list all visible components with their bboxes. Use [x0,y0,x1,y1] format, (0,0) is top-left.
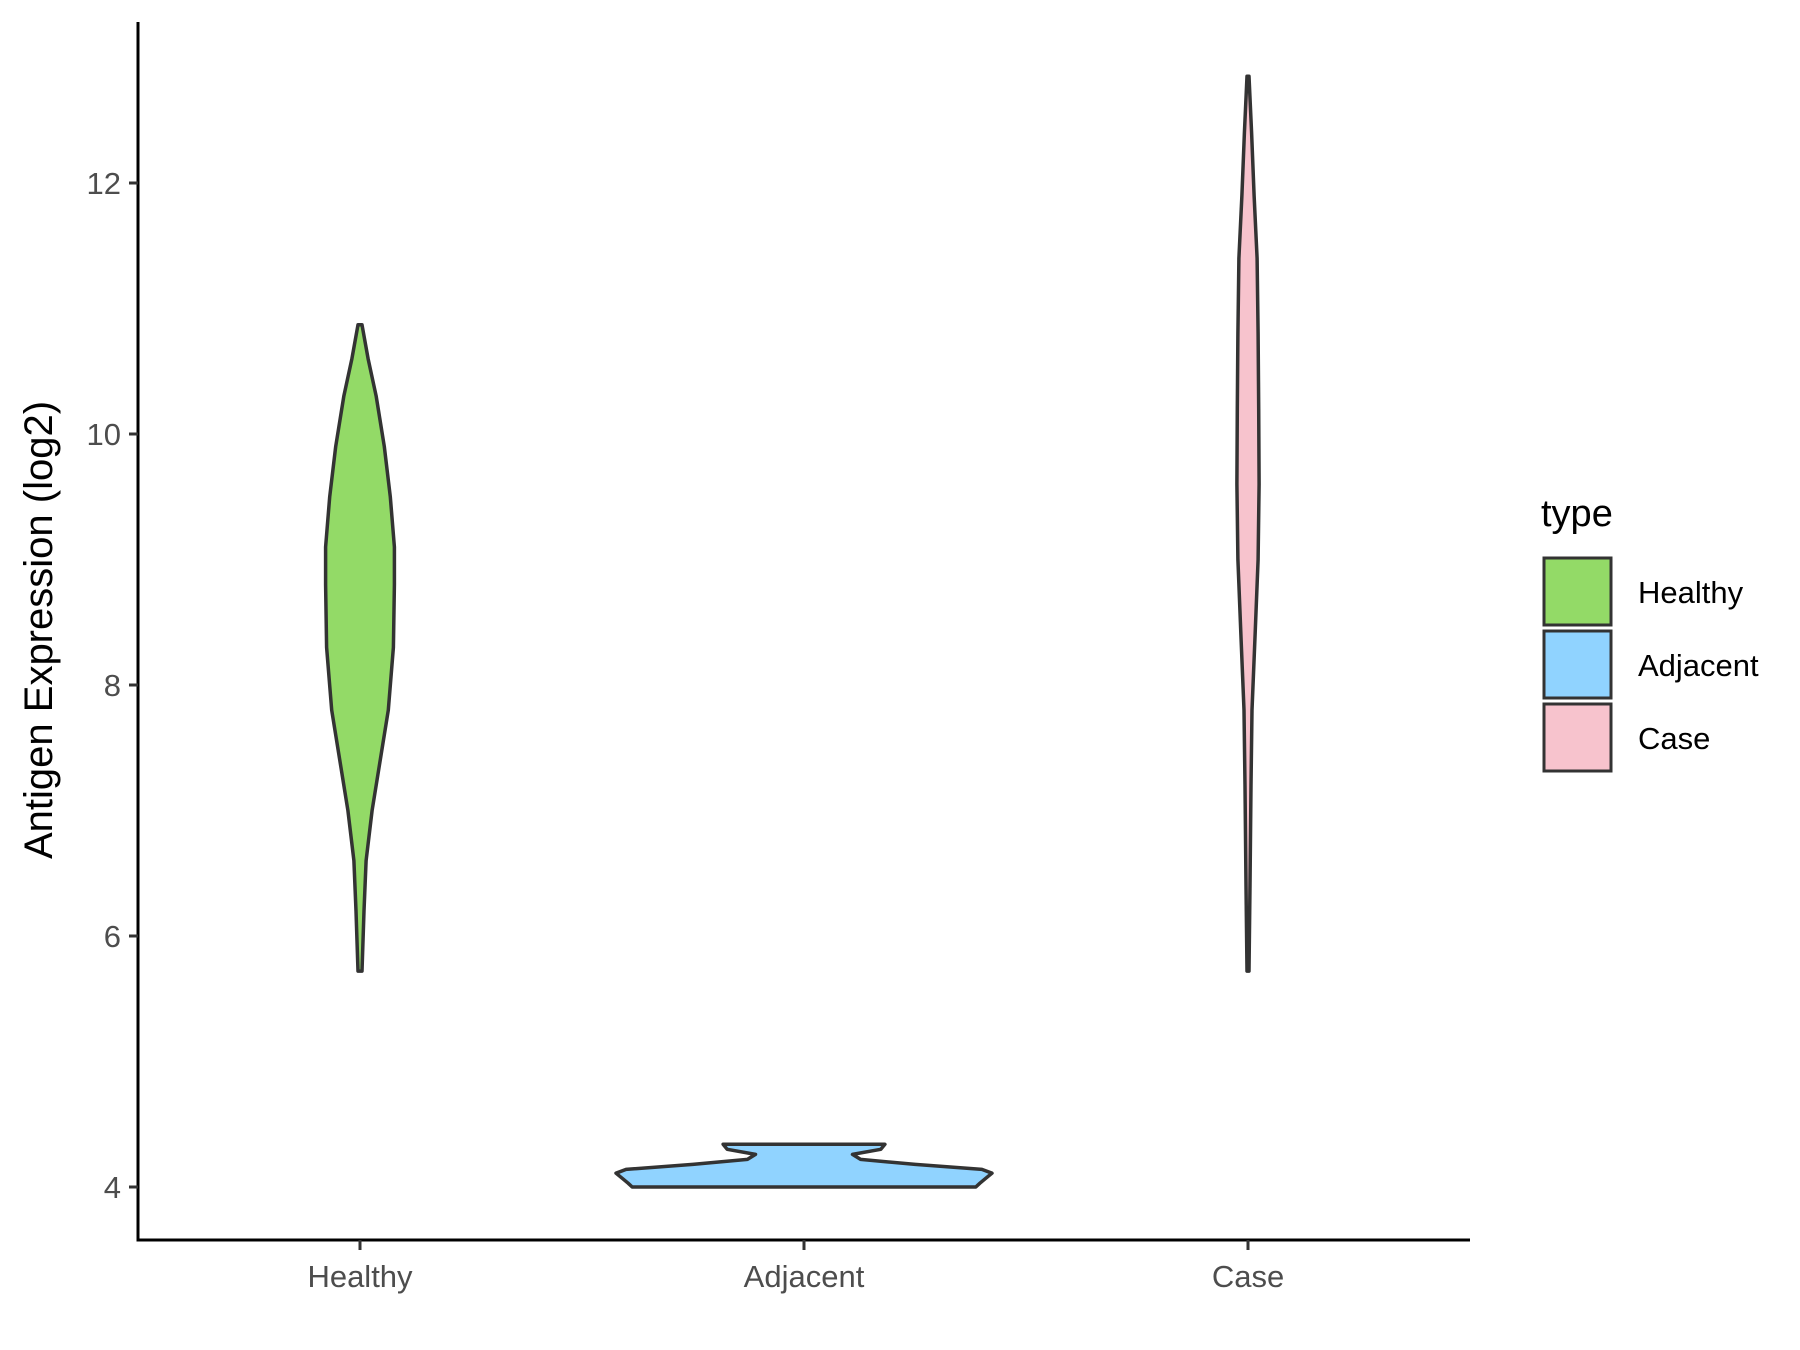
y-tick-label: 8 [104,668,121,703]
y-tick-label: 6 [104,919,121,954]
violin-case [1235,74,1261,973]
violin-healthy [323,323,397,973]
y-axis-title: Antigen Expression (log2) [17,401,61,859]
legend-swatch-adjacent [1542,629,1613,700]
x-tick-label: Case [1212,1259,1284,1294]
violins [323,74,1261,1189]
y-tick-label: 10 [87,417,121,452]
y-axis-ticks: 4 6 8 10 12 [87,166,138,1205]
legend: type Healthy Adjacent Case [1541,493,1759,773]
legend-swatch-case [1542,702,1613,773]
x-tick-label: Healthy [307,1259,413,1294]
legend-label-case: Case [1638,721,1710,756]
legend-title: type [1541,493,1613,535]
x-axis-ticks: Healthy Adjacent Case [307,1240,1284,1294]
violin-adjacent [614,1142,994,1189]
legend-label-adjacent: Adjacent [1638,648,1759,683]
legend-label-healthy: Healthy [1638,575,1744,610]
y-tick-label: 4 [104,1170,121,1205]
y-tick-label: 12 [87,166,121,201]
legend-swatch-healthy [1542,556,1613,627]
x-tick-label: Adjacent [744,1259,865,1294]
